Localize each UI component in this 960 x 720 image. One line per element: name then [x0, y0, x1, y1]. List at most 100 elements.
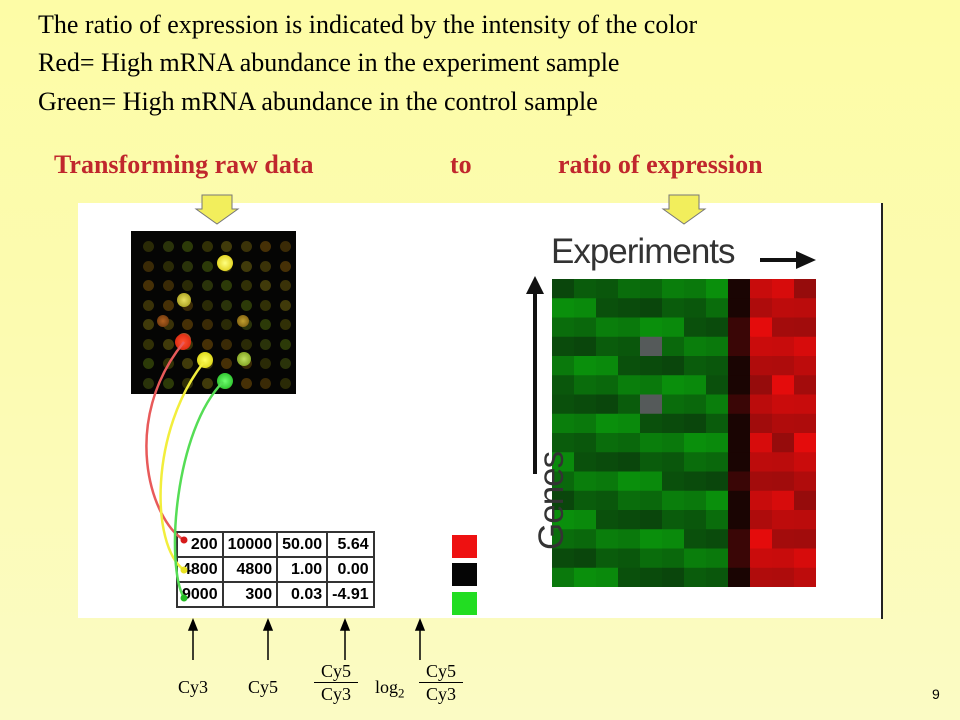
cy3-cell: 200	[176, 531, 224, 558]
heatmap-cell	[772, 548, 795, 569]
ratio-denominator: Cy3	[320, 684, 351, 704]
heatmap-cell	[618, 356, 641, 376]
microarray-spot	[260, 319, 271, 330]
heatmap-cell	[706, 375, 729, 395]
ratio-numerator: Cy5	[314, 660, 358, 683]
microarray-spot	[240, 377, 252, 389]
heatmap-cell	[706, 317, 729, 338]
heatmap-cell	[574, 471, 597, 492]
heatmap-cell	[706, 298, 729, 318]
heatmap-cell	[794, 452, 816, 472]
heatmap-cell	[574, 510, 597, 530]
microarray-spot	[279, 280, 291, 291]
heatmap-cell	[662, 413, 685, 434]
heatmap-cell	[552, 452, 575, 472]
heatmap-cell	[794, 510, 816, 530]
up-arrow-icon	[526, 276, 544, 474]
heatmap-cell	[706, 529, 729, 549]
heatmap-cell	[684, 510, 707, 530]
microarray-spot	[221, 338, 232, 350]
heatmap-cell	[662, 298, 685, 318]
green-spot-curve	[173, 381, 224, 599]
heatmap-cell	[574, 279, 597, 299]
heatmap-cell	[552, 529, 575, 549]
cy5-label: Cy5	[248, 677, 279, 697]
heatmap-cell	[574, 375, 597, 395]
heatmap-cell	[772, 490, 795, 511]
ratio-fraction: Cy5 Cy3	[314, 660, 358, 705]
heatmap-cell	[728, 298, 751, 318]
heatmap-cell	[640, 567, 663, 587]
log-ratio-fraction: Cy5 Cy3	[419, 660, 463, 705]
heatmap-cell	[552, 317, 575, 338]
red-spot-curve	[145, 341, 185, 542]
heatmap-cell	[794, 394, 816, 415]
microarray-spot	[182, 260, 193, 272]
microarray-spot	[240, 338, 252, 350]
heatmap-cell	[750, 529, 773, 549]
heatmap-cell	[552, 433, 575, 453]
heatmap-cell	[684, 394, 707, 415]
heatmap-cell	[772, 336, 795, 357]
heatmap-cell	[794, 413, 816, 434]
cy5-cell: 300	[221, 581, 279, 608]
heatmap-cell	[662, 471, 685, 492]
microarray-spot	[279, 319, 291, 330]
microarray-spot	[162, 338, 174, 350]
heatmap-cell	[574, 567, 597, 587]
heatmap-cell	[706, 336, 729, 357]
microarray-spot	[182, 319, 193, 330]
microarray-spot	[260, 338, 271, 350]
microarray-spot	[221, 319, 232, 330]
heatmap-cell	[794, 548, 816, 569]
heatmap-cell	[574, 548, 597, 569]
heatmap-cell	[618, 567, 641, 587]
subtitle-ratio: ratio of expression	[558, 150, 763, 179]
panel-border	[881, 203, 883, 619]
heatmap-cell	[618, 548, 641, 569]
heatmap-cell	[640, 548, 663, 569]
heatmap-cell	[662, 336, 685, 357]
heatmap-cell	[750, 510, 773, 530]
heatmap-cell	[640, 336, 663, 357]
heatmap-cell	[596, 394, 619, 415]
heatmap-cell	[574, 413, 597, 434]
yellow-spot-marker	[180, 566, 188, 574]
header-line-3: Green= High mRNA abundance in the contro…	[38, 87, 598, 116]
log2-cell: 5.64	[326, 531, 375, 558]
heatmap-cell	[574, 433, 597, 453]
heatmap-cell	[640, 452, 663, 472]
page-number: 9	[932, 686, 940, 702]
heatmap-cell	[640, 471, 663, 492]
heatmap-cell	[794, 471, 816, 492]
microarray-spot	[143, 241, 154, 252]
heatmap-cell	[662, 279, 685, 299]
heatmap-cell	[552, 279, 575, 299]
microarray-spot	[201, 260, 213, 272]
microarray-spot	[201, 299, 213, 311]
heatmap-cell	[596, 452, 619, 472]
heatmap-cell	[750, 452, 773, 472]
cy3-label: Cy3	[178, 677, 209, 697]
microarray-spot	[182, 280, 193, 291]
heatmap-cell	[618, 394, 641, 415]
heatmap-cell	[772, 356, 795, 376]
heatmap-cell	[618, 317, 641, 338]
expression-heatmap	[552, 279, 816, 587]
heatmap-cell	[750, 548, 773, 569]
heatmap-cell	[684, 433, 707, 453]
heatmap-cell	[772, 567, 795, 587]
heatmap-cell	[684, 279, 707, 299]
heatmap-cell	[662, 452, 685, 472]
heatmap-cell	[794, 433, 816, 453]
microarray-spot	[162, 241, 174, 252]
heatmap-cell	[750, 490, 773, 511]
heatmap-cell	[706, 567, 729, 587]
microarray-spot	[162, 299, 174, 311]
log-label: log2	[375, 677, 405, 702]
microarray-spot	[279, 338, 291, 350]
heatmap-cell	[728, 336, 751, 357]
heatmap-cell	[574, 356, 597, 376]
microarray-image	[131, 231, 296, 394]
